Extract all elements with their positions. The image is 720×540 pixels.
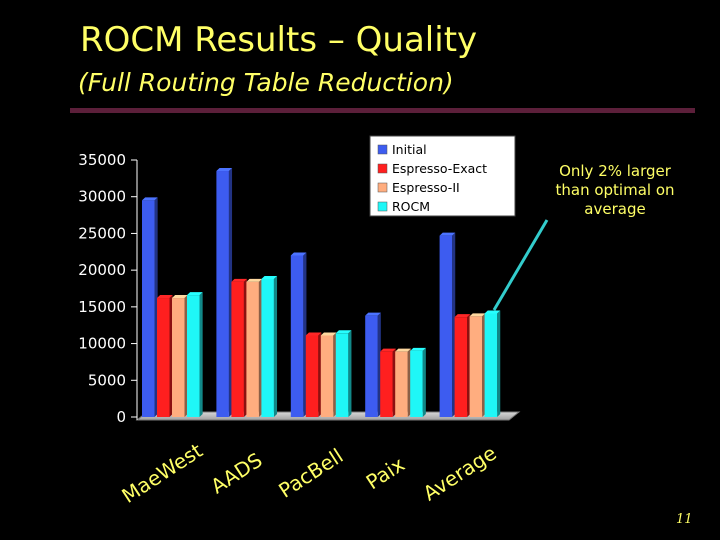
legend-item-espresso-ii: Espresso-II (377, 180, 460, 195)
bar-paix-rocm (410, 347, 426, 417)
bar-pacbell-espresso-ii (320, 332, 337, 417)
legend-item-initial: Initial (377, 142, 427, 157)
y-tick-label: 30000 (78, 188, 126, 206)
y-tick-label: 0 (116, 408, 126, 426)
legend-label: ROCM (392, 199, 430, 214)
y-tick-label: 15000 (78, 298, 126, 316)
y-tick-label: 20000 (78, 261, 126, 279)
legend-item-rocm: ROCM (377, 199, 430, 214)
legend-label: Initial (392, 142, 427, 157)
bar-maewest-initial (142, 197, 158, 417)
callout-text: Only 2% larger than optimal on average (555, 162, 675, 218)
bar-pacbell-espresso-exact (305, 332, 322, 417)
callout-pointer-line (492, 219, 549, 311)
title-rule (70, 108, 695, 113)
legend: Initial Espresso-Exact Espresso-II ROCM (369, 135, 516, 217)
x-tick-label-paix: Paix (362, 452, 409, 494)
bar-average-rocm (484, 310, 501, 417)
y-tick-label: 25000 (78, 224, 126, 242)
bar-paix-espresso-exact (380, 348, 396, 417)
slide-subtitle: (Full Routing Table Reduction) (78, 68, 454, 97)
legend-label: Espresso-Exact (392, 161, 487, 176)
bar-pacbell-initial (290, 252, 307, 417)
legend-swatch (377, 201, 388, 212)
bar-paix-initial (365, 312, 381, 417)
legend-swatch (377, 144, 388, 155)
bar-paix-espresso-ii (395, 348, 411, 417)
x-axis-labels: MaeWest AADS PacBell Paix Average (117, 438, 500, 508)
y-tick-label: 35000 (78, 151, 126, 169)
bar-aads-espresso-exact (231, 278, 248, 417)
legend-swatch (377, 182, 388, 193)
y-tick-label: 5000 (88, 371, 126, 389)
bar-average-espresso-exact (454, 314, 471, 417)
bar-average-espresso-ii (469, 313, 486, 417)
legend-box (369, 135, 516, 217)
legend-swatch (377, 163, 388, 174)
bar-aads-rocm (261, 275, 278, 417)
bar-maewest-rocm (187, 292, 203, 417)
bar-aads-initial (216, 168, 233, 417)
bar-maewest-espresso-ii (172, 295, 188, 417)
bar-maewest-espresso-exact (157, 295, 173, 417)
x-tick-label-aads: AADS (206, 448, 266, 499)
bar-pacbell-rocm (335, 330, 352, 417)
bar-average-initial (439, 232, 456, 417)
x-tick-label-maewest: MaeWest (117, 438, 207, 508)
x-tick-label-average: Average (419, 441, 501, 506)
page-number: 11 (676, 512, 693, 527)
legend-label: Espresso-II (392, 180, 460, 195)
x-tick-label-pacbell: PacBell (274, 444, 347, 503)
bars (142, 168, 501, 417)
y-tick-label: 10000 (78, 335, 126, 353)
bar-aads-espresso-ii (246, 278, 263, 417)
slide-title: ROCM Results – Quality (80, 20, 478, 60)
legend-item-espresso-exact: Espresso-Exact (377, 161, 487, 176)
y-axis: 0 5000 10000 15000 20000 25000 30000 35000 (78, 151, 138, 426)
